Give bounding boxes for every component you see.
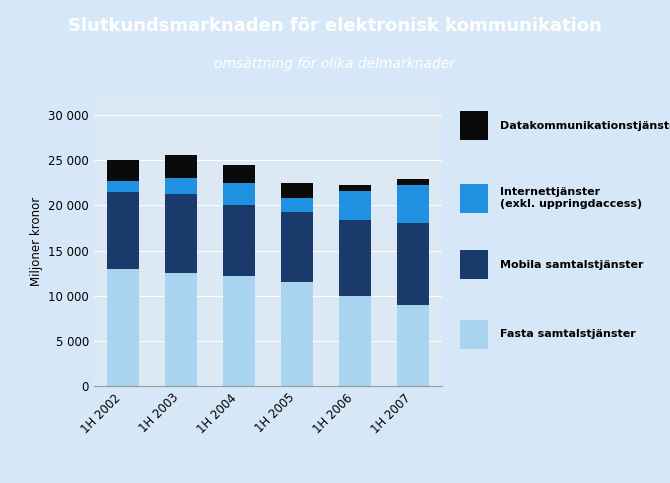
Bar bbox=[460, 320, 488, 349]
Text: omsättning för olika delmarknader: omsättning för olika delmarknader bbox=[214, 57, 456, 71]
Bar bbox=[397, 180, 429, 185]
Bar bbox=[223, 183, 255, 205]
Bar bbox=[281, 198, 313, 212]
Text: Fasta samtalstjänster: Fasta samtalstjänster bbox=[500, 329, 636, 339]
Bar bbox=[339, 220, 371, 296]
Bar bbox=[223, 276, 255, 386]
Text: Datakommunikationstjänster: Datakommunikationstjänster bbox=[500, 121, 670, 130]
Text: Slutkundsmarknaden för elektronisk kommunikation: Slutkundsmarknaden för elektronisk kommu… bbox=[68, 17, 602, 35]
Bar bbox=[460, 250, 488, 279]
Text: Internettjänster
(exkl. uppringdaccess): Internettjänster (exkl. uppringdaccess) bbox=[500, 187, 642, 209]
Bar bbox=[165, 273, 197, 386]
Bar bbox=[223, 205, 255, 276]
Text: Mobila samtalstjänster: Mobila samtalstjänster bbox=[500, 260, 643, 270]
Bar bbox=[107, 181, 139, 192]
Bar bbox=[281, 212, 313, 282]
Bar bbox=[165, 156, 197, 178]
Bar bbox=[107, 269, 139, 386]
Bar bbox=[397, 185, 429, 223]
Bar bbox=[165, 178, 197, 194]
Bar bbox=[397, 305, 429, 386]
Bar bbox=[281, 183, 313, 198]
Bar bbox=[339, 185, 371, 191]
Bar bbox=[281, 282, 313, 386]
Y-axis label: Miljoner kronor: Miljoner kronor bbox=[29, 197, 43, 286]
Bar bbox=[397, 223, 429, 305]
Bar bbox=[223, 165, 255, 183]
Bar bbox=[460, 184, 488, 213]
Bar bbox=[107, 160, 139, 181]
Bar bbox=[460, 111, 488, 140]
Bar bbox=[165, 194, 197, 273]
Bar bbox=[339, 191, 371, 220]
Bar bbox=[339, 296, 371, 386]
Bar bbox=[107, 192, 139, 269]
